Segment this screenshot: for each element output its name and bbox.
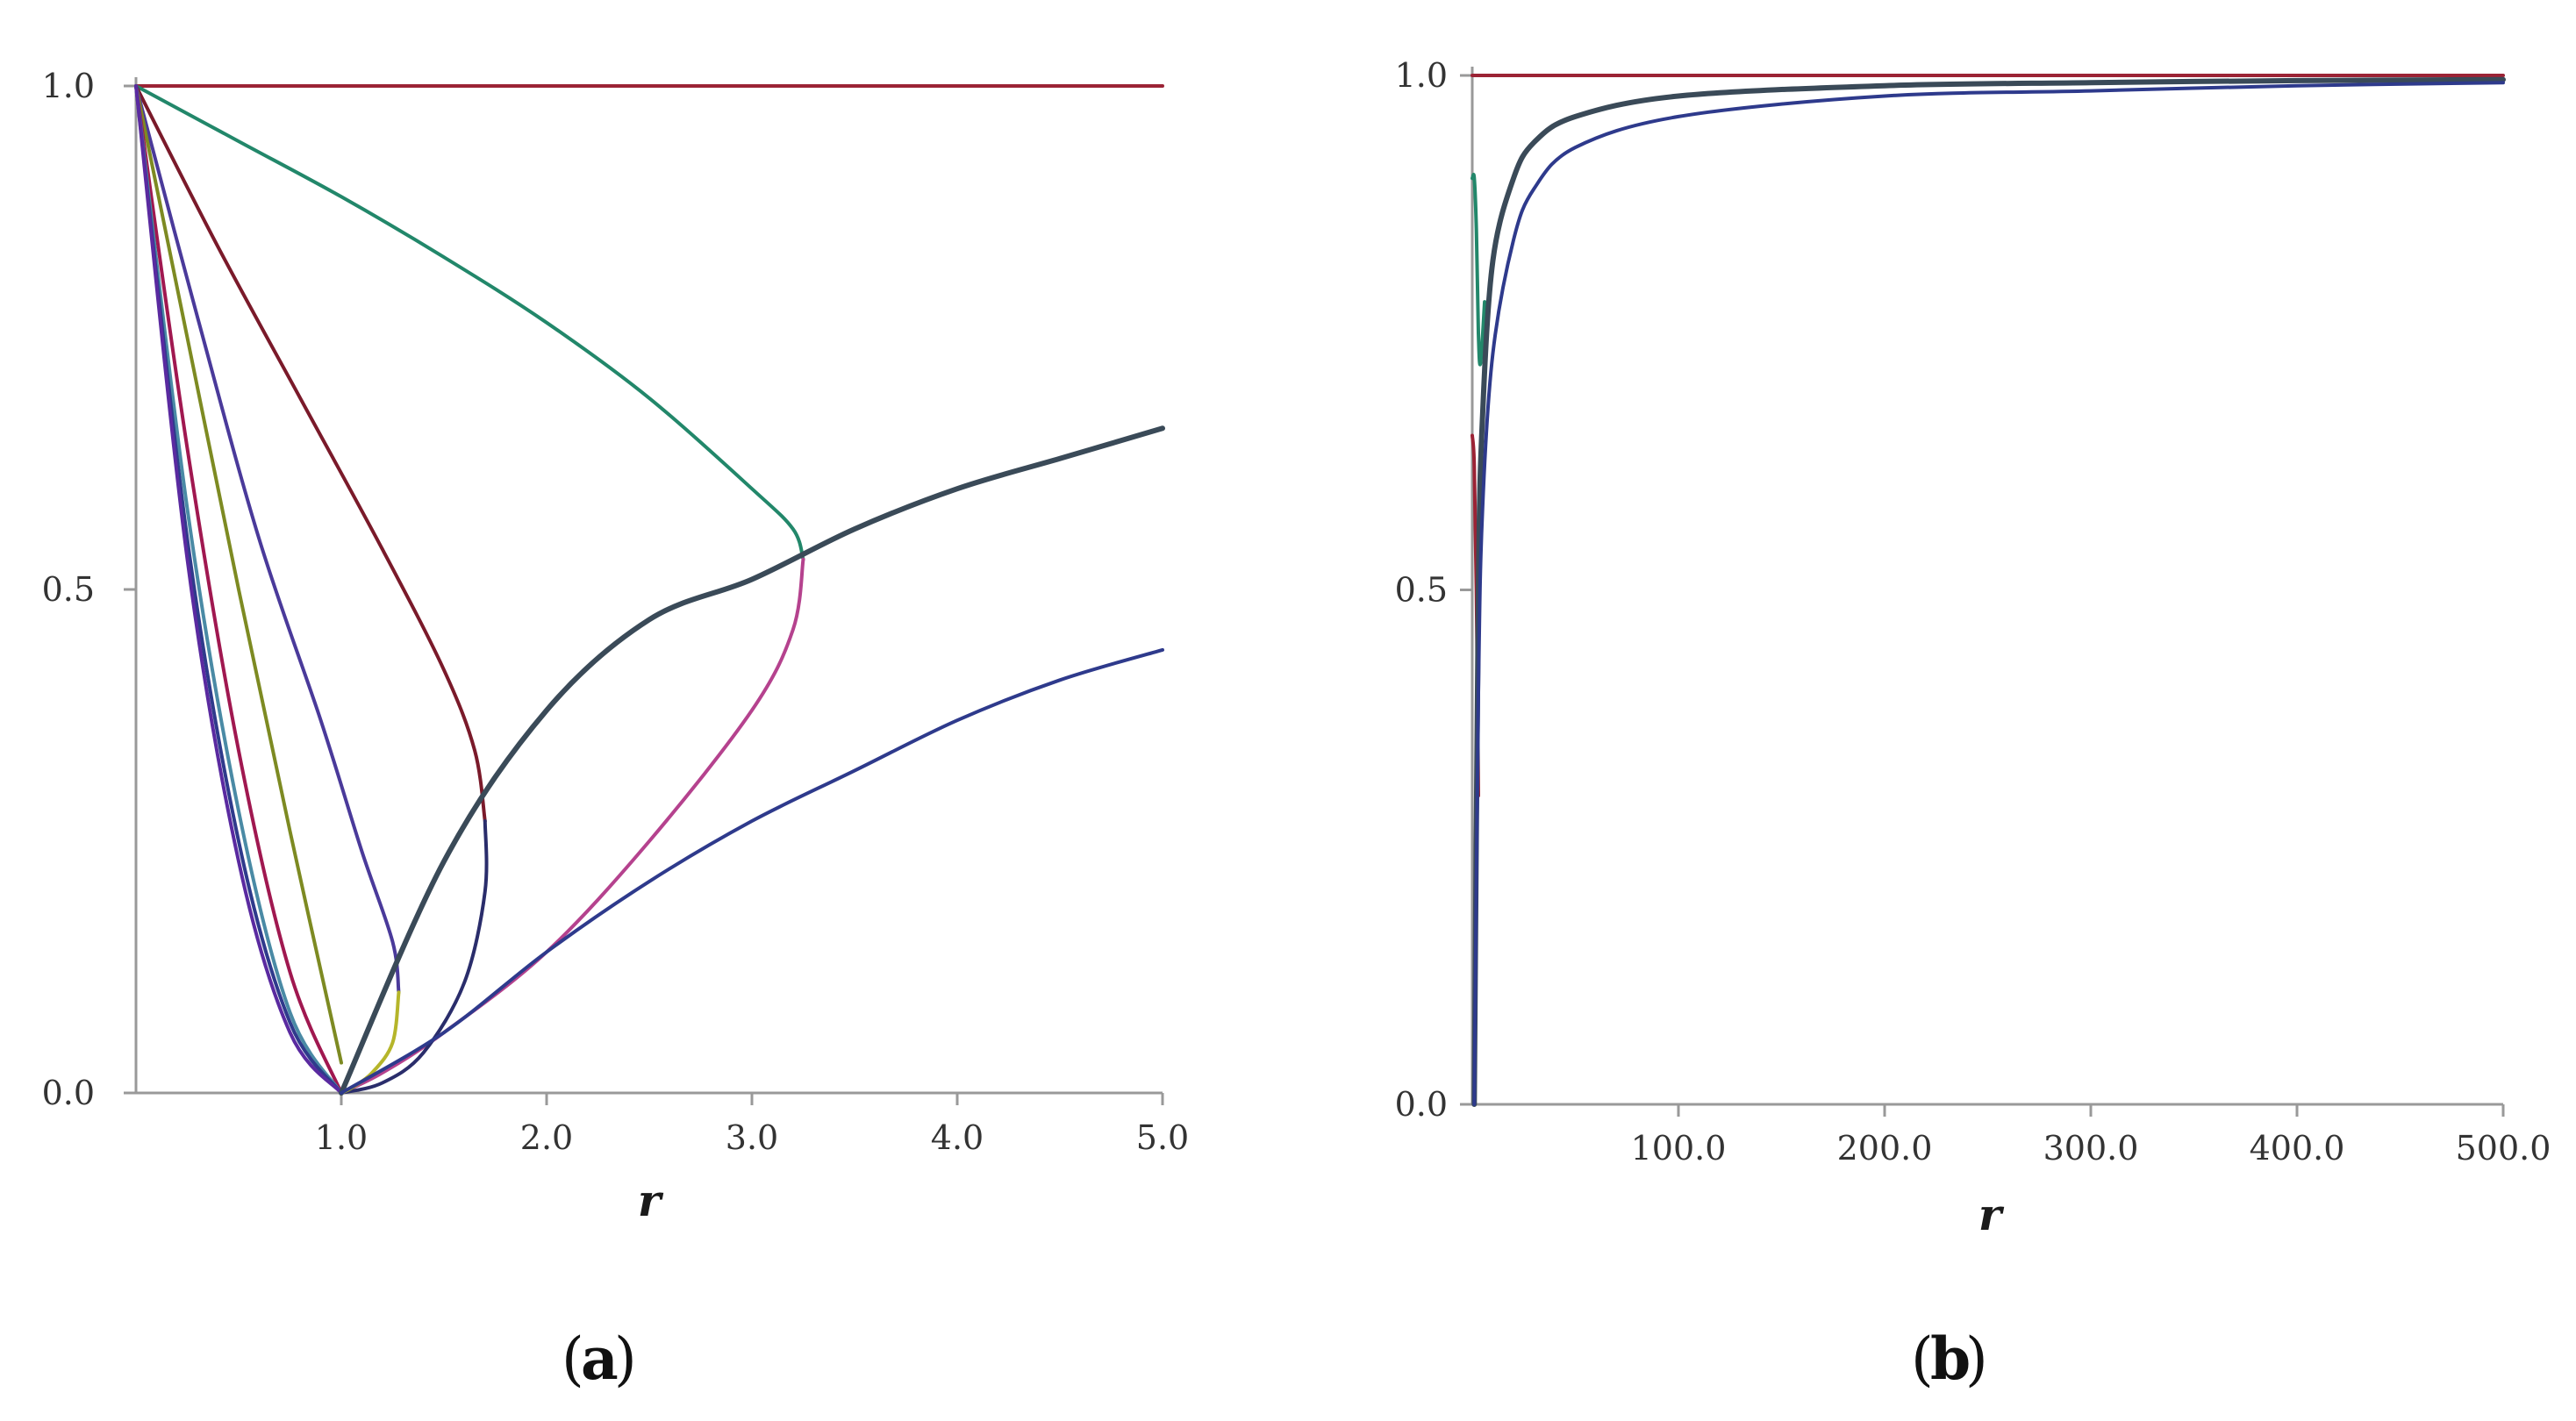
series-line-b-4 — [1471, 76, 2506, 1107]
y-tick-label: 1.0 — [42, 67, 95, 105]
x-tick-label: 3.0 — [726, 1118, 778, 1157]
series-line-a-2 — [134, 84, 805, 561]
series-line-b-2 — [1470, 172, 1487, 367]
y-tick-label: 0.0 — [1395, 1085, 1448, 1124]
y-tick-label: 0.5 — [1395, 571, 1448, 610]
panel-a-open-paren: ( — [562, 1325, 584, 1393]
x-tick-label: 400.0 — [2250, 1129, 2345, 1168]
series-line-b-5 — [1472, 81, 2505, 1106]
x-tick-label: 200.0 — [1837, 1129, 1933, 1168]
x-tick-label: 4.0 — [931, 1118, 984, 1157]
y-tick-label: 1.0 — [1395, 56, 1448, 95]
series-line-a-12 — [134, 84, 343, 1095]
series-line-a-5 — [340, 819, 489, 1095]
x-tick-label: 300.0 — [2043, 1129, 2139, 1168]
x-tick-label: 2.0 — [520, 1118, 573, 1157]
series-line-a-13 — [339, 425, 1165, 1096]
x-tick-label: 500.0 — [2456, 1129, 2551, 1168]
series-line-a-4 — [134, 84, 487, 823]
series-line-a-3 — [340, 557, 805, 1095]
panel-b-close-paren: ) — [1965, 1325, 1988, 1393]
panel-b-open-paren: ( — [1911, 1325, 1934, 1393]
series-line-a-6 — [134, 84, 401, 995]
x-axis-label: r — [1979, 1189, 2005, 1240]
panel-b-label: b — [1930, 1325, 1971, 1393]
series-line-a-9 — [134, 84, 343, 1095]
x-tick-label: 100.0 — [1631, 1129, 1727, 1168]
panel-a-label: a — [581, 1325, 619, 1393]
x-tick-label: 1.0 — [315, 1118, 368, 1157]
y-tick-label: 0.0 — [42, 1074, 95, 1112]
chart-panel-a: 1.0 2.0 3.0 4.0 5.0 0.0 0.5 1.0 r — [42, 67, 1190, 1226]
y-tick-label: 0.5 — [42, 570, 95, 609]
x-tick-label: 5.0 — [1136, 1118, 1189, 1157]
series-line-a-14 — [340, 647, 1164, 1095]
chart-panel-b: 100.0 200.0 300.0 400.0 500.0 0.0 0.5 1.0 r — [1395, 56, 2551, 1240]
series-line-a-8 — [134, 84, 343, 1065]
panel-a-close-paren: ) — [614, 1325, 637, 1393]
x-axis-label: r — [638, 1175, 664, 1226]
